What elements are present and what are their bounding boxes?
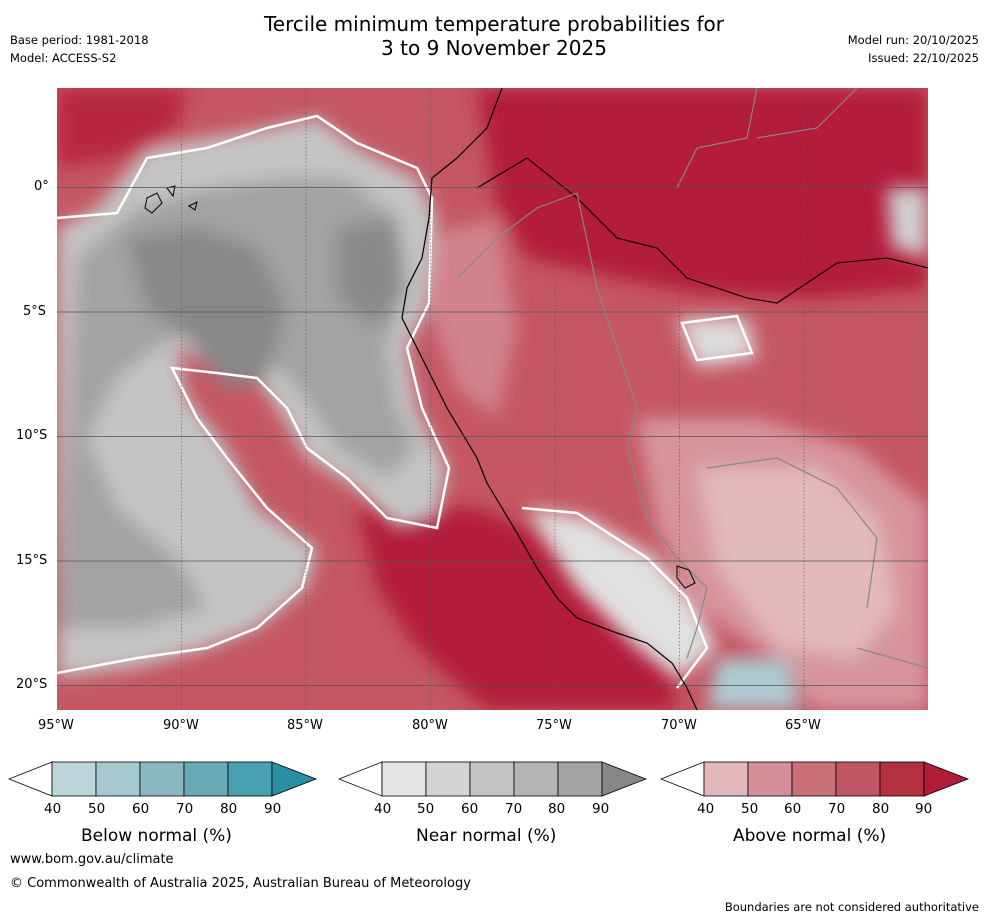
tick-below-70: 70 [176,801,194,817]
coastline [401,88,698,710]
lat-label-15s: 15°S [16,553,48,568]
lon-label-80w: 80°W [412,718,448,733]
lon-label-95w: 95°W [38,718,74,733]
colorbar-segment [139,761,185,797]
title-line-1: Tercile minimum temperature probabilitie… [263,12,725,36]
tick-above-90: 90 [915,801,933,817]
colorbar-extend-high [271,761,318,797]
tick-below-90: 90 [264,801,282,817]
probability-map [57,88,928,710]
colorbar-below-normal [8,761,318,797]
colorbar-segment [469,761,515,797]
colorbar-segment [513,761,559,797]
region-near-coast-south [527,508,717,678]
legend-title-below: Below normal (%) [81,826,232,846]
copyright: © Commonwealth of Australia 2025, Austra… [10,876,471,891]
issued-date: Issued: 22/10/2025 [868,51,979,65]
tick-near-90: 90 [592,801,610,817]
lake-titicaca [676,565,696,589]
lon-label-70w: 70°W [661,718,697,733]
title-line-2: 3 to 9 November 2025 [381,36,607,60]
lat-gridlines [57,187,928,686]
lon-label-85w: 85°W [287,718,323,733]
tick-near-80: 80 [548,801,566,817]
colorbar-extend-low [338,761,383,797]
colorbar-segment [381,761,427,797]
lat-label-10s: 10°S [16,428,48,443]
region-above-80-north [477,88,928,298]
colorbar-segment [183,761,229,797]
region-above-80-nw [57,88,187,168]
lat-label-5s: 5°S [23,304,47,319]
colorbar-segment [227,761,273,797]
lon-label-75w: 75°W [536,718,572,733]
region-near-ne [887,188,928,258]
colorbar-extend-high [923,761,970,797]
lon-label-65w: 65°W [785,718,821,733]
tick-above-70: 70 [828,801,846,817]
river-amazon [476,157,928,304]
tercile-boundary-patch [680,314,754,362]
colorbar-segment [791,761,837,797]
region-above-80-south [357,508,677,710]
base-period: Base period: 1981-2018 [10,33,149,47]
region-above-coast [417,218,517,418]
model-name: Model: ACCESS-S2 [10,51,117,65]
region-below-normal [707,658,802,710]
lat-label-0: 0° [34,179,49,194]
website-link[interactable]: www.bom.gov.au/climate [10,852,174,867]
region-near-90-b [337,218,407,328]
colorbar-segment [51,761,97,797]
legend-title-near: Near normal (%) [416,826,557,846]
tick-below-50: 50 [88,801,106,817]
legend-title-above: Above normal (%) [733,826,887,846]
map-title: Tercile minimum temperature probabilitie… [0,12,988,60]
region-above-40-interior [697,468,897,658]
colorbar-near-normal [338,761,648,797]
lon-label-90w: 90°W [163,718,199,733]
tick-near-40: 40 [374,801,392,817]
tick-above-80: 80 [872,801,890,817]
tick-near-50: 50 [417,801,435,817]
tick-near-60: 60 [461,801,479,817]
model-run: Model run: 20/10/2025 [847,33,979,47]
colorbar-above-normal [660,761,970,797]
colorbar-segment [425,761,471,797]
colorbar-segment [95,761,141,797]
colorbar-segment [703,761,749,797]
lon-gridlines [181,88,805,710]
tick-above-40: 40 [697,801,715,817]
colorbar-segment [557,761,603,797]
colorbar-extend-high [601,761,648,797]
tercile-boundary-west [57,114,451,675]
colorbar-segment [747,761,793,797]
tick-below-40: 40 [44,801,62,817]
tercile-boundary-south [521,506,709,689]
region-near-90-a [127,228,287,388]
tick-above-50: 50 [741,801,759,817]
lat-label-20s: 20°S [16,677,48,692]
tick-near-70: 70 [505,801,523,817]
tick-below-80: 80 [220,801,238,817]
country-borders [456,88,928,669]
tick-below-60: 60 [132,801,150,817]
colorbar-extend-low [8,761,53,797]
tick-above-60: 60 [784,801,802,817]
colorbar-segment [879,761,925,797]
colorbar-extend-low [660,761,705,797]
colorbar-segment [835,761,881,797]
galapagos-islands [144,185,198,214]
disclaimer: Boundaries are not considered authoritat… [724,900,979,914]
